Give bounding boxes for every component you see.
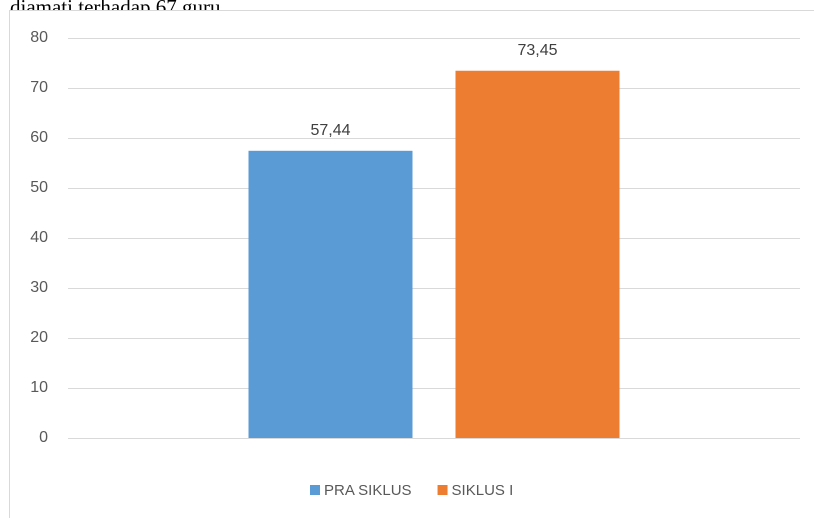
data-label: 73,45 [517, 42, 557, 59]
y-tick-label: 50 [30, 179, 48, 196]
bar [455, 70, 620, 438]
bar [248, 150, 413, 439]
legend-label: PRA SIKLUS [324, 482, 412, 499]
y-tick-label: 30 [30, 279, 48, 296]
y-tick-label: 70 [30, 79, 48, 96]
legend-swatch [310, 485, 320, 495]
y-tick-label: 20 [30, 329, 48, 346]
y-tick-label: 60 [30, 129, 48, 146]
y-tick-label: 10 [30, 379, 48, 396]
legend-swatch [437, 485, 448, 495]
y-tick-label: 40 [30, 229, 48, 246]
legend-label: SIKLUS I [452, 482, 514, 499]
y-tick-label: 0 [39, 429, 48, 446]
y-tick-label: 80 [30, 29, 48, 46]
data-label: 57,44 [310, 122, 350, 139]
